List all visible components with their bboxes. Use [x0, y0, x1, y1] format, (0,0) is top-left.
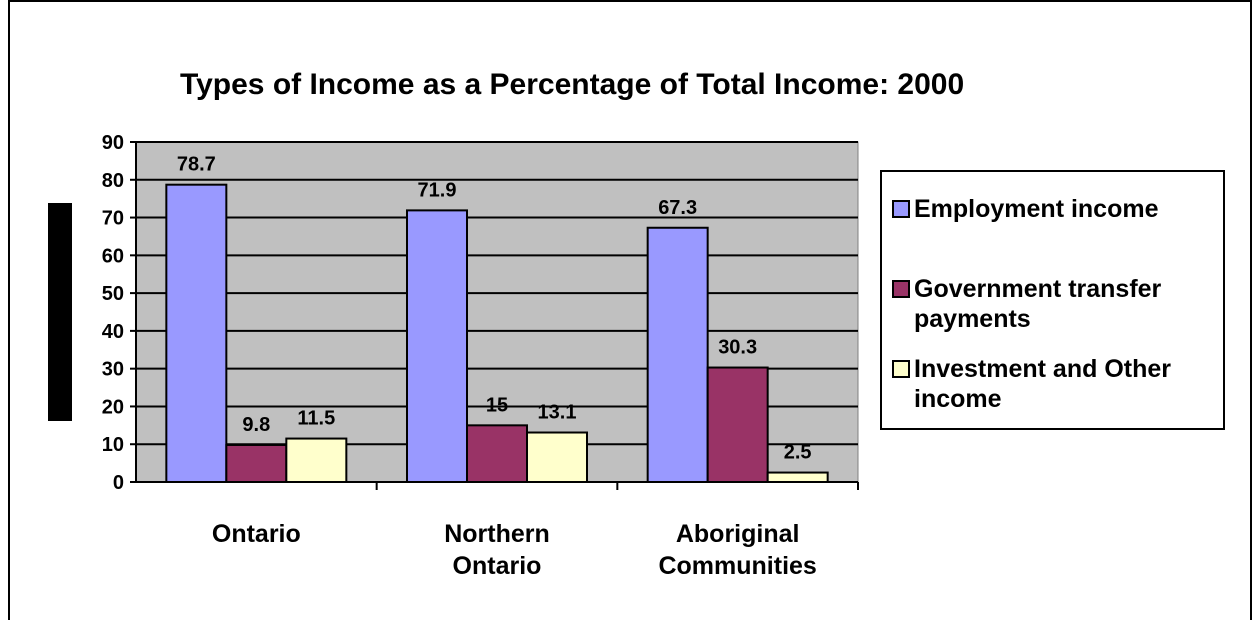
y-tick-label: 60	[102, 245, 124, 267]
bar-government-0	[225, 443, 288, 484]
legend-item-government: Government transfer payments	[892, 274, 1214, 334]
bar-government-2	[706, 366, 769, 483]
y-tick-label: 70	[102, 208, 124, 230]
legend-label-investment: Investment and Other income	[914, 355, 1171, 413]
bar-employment-1	[406, 209, 468, 483]
y-tick-label: 10	[102, 434, 124, 456]
bar-employment-2	[646, 226, 709, 483]
legend-label-government: Government transfer payments	[914, 275, 1162, 333]
y-tick-label: 80	[102, 170, 124, 192]
chart-frame	[8, 0, 1252, 620]
y-tick-label: 20	[102, 396, 124, 418]
chart-title: Types of Income as a Percentage of Total…	[180, 68, 965, 101]
legend-item-investment: Investment and Other income	[892, 354, 1214, 414]
data-label: 30.3	[718, 337, 757, 359]
legend-swatch-government	[892, 280, 910, 298]
bar-investment-0	[285, 437, 348, 483]
y-tick-label: 90	[102, 132, 124, 154]
y-tick-label: 50	[102, 283, 124, 305]
legend-item-employment: Employment income	[892, 194, 1214, 224]
bar-investment-2	[766, 471, 829, 483]
category-label: Northern Ontario	[444, 520, 550, 580]
data-label: 71.9	[418, 179, 457, 201]
legend-label-employment: Employment income	[914, 195, 1159, 223]
data-label: 15	[486, 394, 508, 416]
data-label: 78.7	[177, 154, 216, 176]
legend-swatch-employment	[892, 200, 910, 218]
y-tick-label: 0	[113, 472, 124, 494]
bar-government-1	[466, 424, 528, 484]
data-label: 13.1	[538, 402, 577, 424]
data-label: 2.5	[784, 442, 812, 464]
bar-investment-1	[526, 431, 588, 483]
data-label: 9.8	[242, 414, 270, 436]
y-tick-label: 40	[102, 321, 124, 343]
legend-swatch-investment	[892, 360, 910, 378]
y-tick-label: 30	[102, 359, 124, 381]
category-label: Ontario	[211, 520, 301, 548]
legend: Employment income Government transfer pa…	[880, 170, 1225, 430]
data-label: 11.5	[297, 408, 335, 430]
y-axis-label-redacted	[48, 203, 72, 421]
bar-employment-0	[165, 183, 228, 483]
category-label: Aboriginal Communities	[658, 520, 817, 580]
data-label: 67.3	[658, 197, 697, 219]
